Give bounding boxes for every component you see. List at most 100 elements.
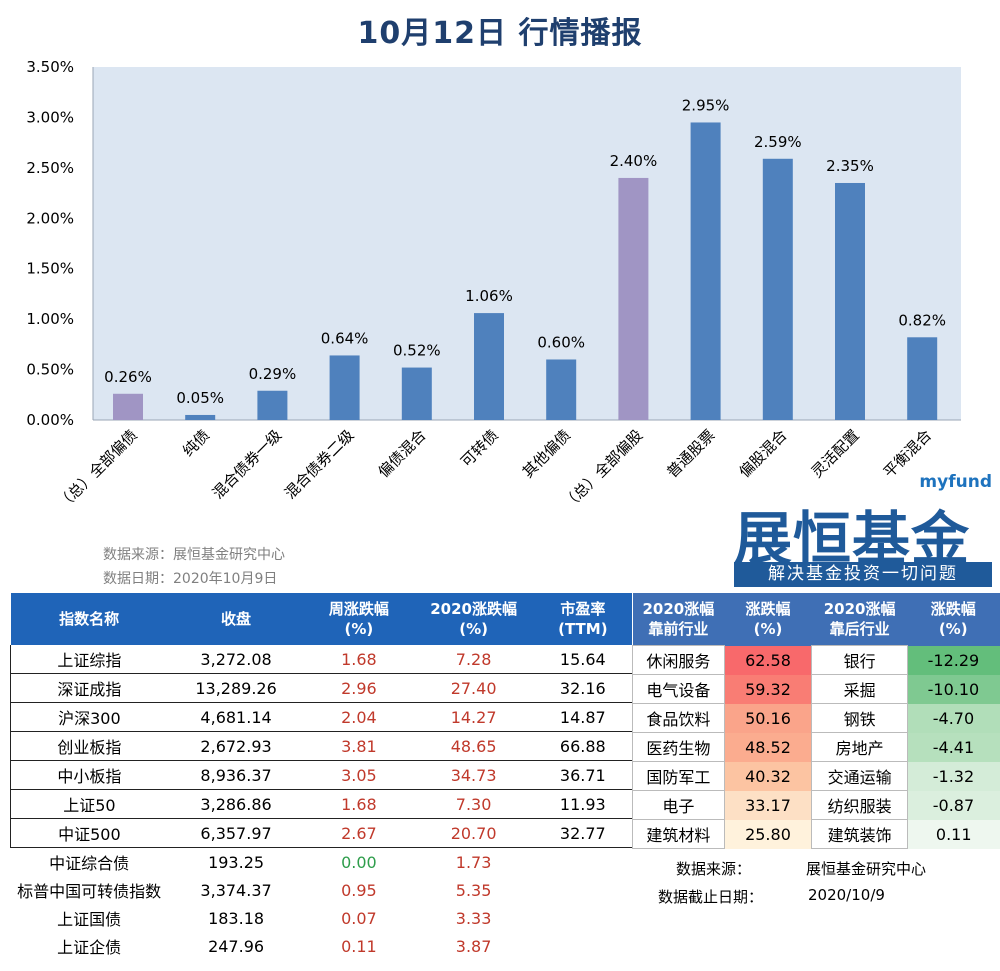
bar	[329, 355, 360, 420]
ytd-change-cell: 7.30	[413, 789, 534, 819]
weekly-change-cell: 1.68	[304, 789, 414, 819]
bar	[618, 177, 649, 420]
top-sector-change: 48.52	[724, 732, 812, 762]
logo-cn-text: 展恒基金	[734, 505, 971, 573]
bar-value-label: 2.40%	[610, 152, 658, 170]
footer-source-value: 展恒基金研究中心	[806, 860, 927, 878]
bar	[257, 390, 288, 420]
pe-cell	[534, 876, 632, 904]
bar	[185, 414, 216, 420]
bottom-sector-change: -1.32	[907, 761, 1000, 791]
index-row: 中证500 6,357.97 2.67 20.70 32.77	[9, 818, 632, 848]
weekly-change-cell: 0.00	[341, 852, 377, 872]
pe-cell: 11.93	[533, 789, 632, 819]
category-label: 混合债券二级	[281, 426, 357, 502]
index-row: 标普中国可转债指数 3,374.37 0.95 5.35	[11, 876, 633, 904]
y-tick-label: 1.00%	[26, 310, 74, 328]
bar-value-label: 0.52%	[393, 342, 441, 360]
y-tick-label: 1.50%	[26, 260, 74, 278]
index-name-cell: 中证综合债	[49, 854, 130, 873]
top-sector-change: 40.32	[724, 761, 812, 791]
index-name-cell: 上证50	[9, 789, 168, 819]
index-name-cell: 上证国债	[57, 910, 122, 929]
category-label: 纯债	[179, 426, 213, 460]
bar-value-label: 2.95%	[682, 96, 730, 114]
top-sector-change: 50.16	[724, 703, 812, 733]
header-top-change: 涨跌幅 (%)	[724, 593, 812, 646]
sector-row: 建筑材料 25.80 建筑装饰 0.11	[632, 819, 1000, 849]
chart-source-note: 数据来源：展恒基金研究中心	[103, 547, 285, 563]
bar-value-label: 0.60%	[537, 333, 585, 351]
bar-value-label: 0.29%	[249, 365, 297, 383]
ytd-change-cell: 7.28	[413, 645, 534, 674]
bottom-sector-change: -0.87	[907, 790, 1000, 820]
bar-value-label: 2.59%	[754, 133, 802, 151]
top-sector-change: 62.58	[724, 645, 812, 675]
sector-row: 医药生物 48.52 房地产 -4.41	[632, 732, 1000, 762]
top-sector-name: 食品饮料	[632, 703, 725, 733]
close-cell: 6,357.97	[167, 818, 305, 848]
ytd-change-cell: 1.73	[455, 852, 492, 872]
index-row: 沪深300 4,681.14 2.04 14.27 14.87	[9, 702, 632, 732]
bottom-sector-name: 房地产	[811, 732, 908, 762]
index-name-cell: 上证综指	[9, 645, 168, 674]
weekly-change-cell: 0.07	[341, 908, 377, 928]
footer-date-label: 数据截止日期：	[658, 888, 764, 906]
index-row: 上证企债 247.96 0.11 3.87	[11, 932, 633, 960]
ytd-change-cell: 5.35	[455, 880, 492, 900]
weekly-change-cell: 2.04	[304, 702, 414, 732]
bottom-sector-change: 0.11	[907, 819, 1000, 849]
ytd-change-cell: 20.70	[413, 818, 534, 848]
index-row: 上证国债 183.18 0.07 3.33	[11, 904, 633, 932]
sector-table: 2020涨幅 靠前行业 涨跌幅 (%) 2020涨幅 靠后行业 涨跌幅 (%) …	[632, 593, 1000, 849]
y-tick-label: 3.00%	[26, 108, 74, 126]
y-tick-label: 0.00%	[26, 411, 74, 429]
logo-slogan: 解决基金投资一切问题	[734, 562, 992, 587]
bar	[762, 158, 793, 420]
header-bottom-sectors: 2020涨幅 靠后行业	[811, 593, 908, 646]
close-cell: 3,286.86	[167, 789, 305, 819]
index-row: 深证成指 13,289.26 2.96 27.40 32.16	[9, 673, 632, 703]
bottom-sector-change: -4.41	[907, 732, 1000, 762]
top-sector-name: 电气设备	[632, 674, 725, 704]
weekly-change-cell: 3.05	[304, 760, 414, 790]
bar-value-label: 2.35%	[826, 157, 874, 175]
pe-cell	[534, 904, 632, 932]
sector-row: 休闲服务 62.58 银行 -12.29	[632, 645, 1000, 675]
bottom-sector-name: 采掘	[811, 674, 908, 704]
weekly-change-cell: 2.96	[304, 673, 414, 703]
pe-cell: 32.16	[533, 673, 632, 703]
pe-cell: 36.71	[533, 760, 632, 790]
close-cell: 3,272.08	[167, 645, 305, 674]
index-name-cell: 中证500	[9, 818, 168, 848]
sector-row: 电气设备 59.32 采掘 -10.10	[632, 674, 1000, 704]
weekly-change-cell: 1.68	[304, 645, 414, 674]
weekly-change-cell: 2.67	[304, 818, 414, 848]
bars	[113, 122, 938, 420]
category-label: 偏债混合	[374, 426, 429, 481]
footer-date-value: 2020/10/9	[808, 886, 885, 904]
sector-row: 食品饮料 50.16 钢铁 -4.70	[632, 703, 1000, 733]
header-ytd-change: 2020涨跌幅 (%)	[413, 593, 534, 645]
pe-cell: 15.64	[533, 645, 632, 674]
close-cell: 193.25	[208, 852, 265, 872]
weekly-change-cell: 3.81	[304, 731, 414, 761]
index-name-cell: 上证企债	[57, 938, 122, 957]
ytd-change-cell: 34.73	[413, 760, 534, 790]
close-cell: 8,936.37	[167, 760, 305, 790]
category-label: 混合债券一级	[209, 426, 285, 502]
header-weekly-change: 周涨跌幅 (%)	[304, 593, 414, 645]
close-cell: 183.18	[208, 908, 265, 928]
logo-en-text: myfund	[919, 472, 992, 492]
top-sector-name: 建筑材料	[632, 819, 725, 849]
index-row: 中小板指 8,936.37 3.05 34.73 36.71	[9, 760, 632, 790]
bar-value-label: 0.64%	[321, 329, 369, 347]
bottom-sector-name: 银行	[811, 645, 908, 675]
y-tick-label: 0.50%	[26, 361, 74, 379]
ytd-change-cell: 3.87	[455, 936, 492, 956]
bottom-sector-name: 建筑装饰	[811, 819, 908, 849]
y-tick-label: 2.00%	[26, 209, 74, 227]
header-bottom-change: 涨跌幅 (%)	[907, 593, 1000, 646]
pe-cell: 14.87	[533, 702, 632, 732]
index-table: 指数名称 收盘 周涨跌幅 (%) 2020涨跌幅 (%) 市盈率 (TTM) 上…	[9, 593, 633, 960]
